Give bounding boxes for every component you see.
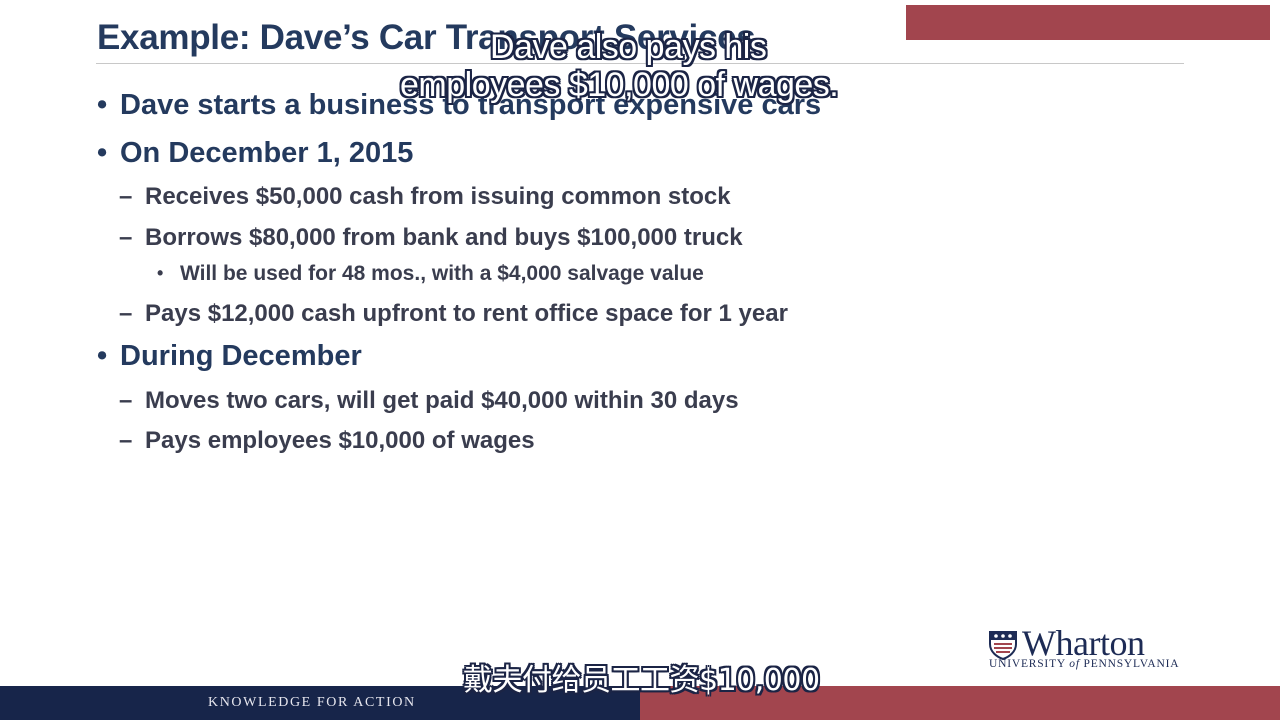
bullet-marker: • (97, 340, 108, 372)
logo-of: of (1069, 658, 1080, 670)
subtitle-english-line-1: Dave also pays his (490, 28, 767, 66)
footer-tagline: KNOWLEDGE FOR ACTION (208, 695, 416, 710)
bullet-marker: • (97, 137, 108, 169)
logo-pennsylvania: PENNSYLVANIA (1083, 658, 1180, 670)
subtitle-english-line-2: employees $10,000 of wages. (400, 66, 839, 104)
bullet-item: Moves two cars, will get paid $40,000 wi… (145, 387, 739, 414)
bullet-marker: – (119, 300, 133, 327)
footer-crimson-band (640, 686, 1280, 720)
wharton-logo: Wharton UNIVERSITY of PENNSYLVANIA (988, 623, 1198, 676)
bullet-marker: • (97, 89, 108, 121)
bullet-item: Dave starts a business to transport expe… (120, 89, 822, 121)
bullet-item: During December (120, 340, 362, 372)
subtitle-chinese: 戴夫付给员工工资$10,000 (463, 663, 820, 698)
title-divider (96, 63, 1184, 64)
shield-icon (989, 631, 1017, 660)
bullet-item: Pays employees $10,000 of wages (145, 427, 535, 454)
bullet-marker: – (119, 387, 133, 414)
bullet-item: Will be used for 48 mos., with a $4,000 … (180, 262, 704, 285)
footer-navy-band (0, 686, 640, 720)
bullet-marker: – (119, 183, 133, 210)
bullet-item: Pays $12,000 cash upfront to rent office… (145, 300, 788, 327)
bullet-marker: – (119, 427, 133, 454)
corner-accent-bar (906, 5, 1270, 40)
bullet-marker: • (157, 263, 164, 283)
bullet-marker: – (119, 224, 133, 251)
logo-university-line: UNIVERSITY of PENNSYLVANIA (989, 658, 1179, 670)
bullet-item: Borrows $80,000 from bank and buys $100,… (145, 224, 743, 251)
logo-wordmark: Wharton (1022, 623, 1145, 663)
logo-university: UNIVERSITY (989, 658, 1066, 670)
slide-title: Example: Dave’s Car Transport Services (97, 18, 756, 57)
bullet-item: Receives $50,000 cash from issuing commo… (145, 183, 731, 210)
bullet-item: On December 1, 2015 (120, 137, 414, 169)
